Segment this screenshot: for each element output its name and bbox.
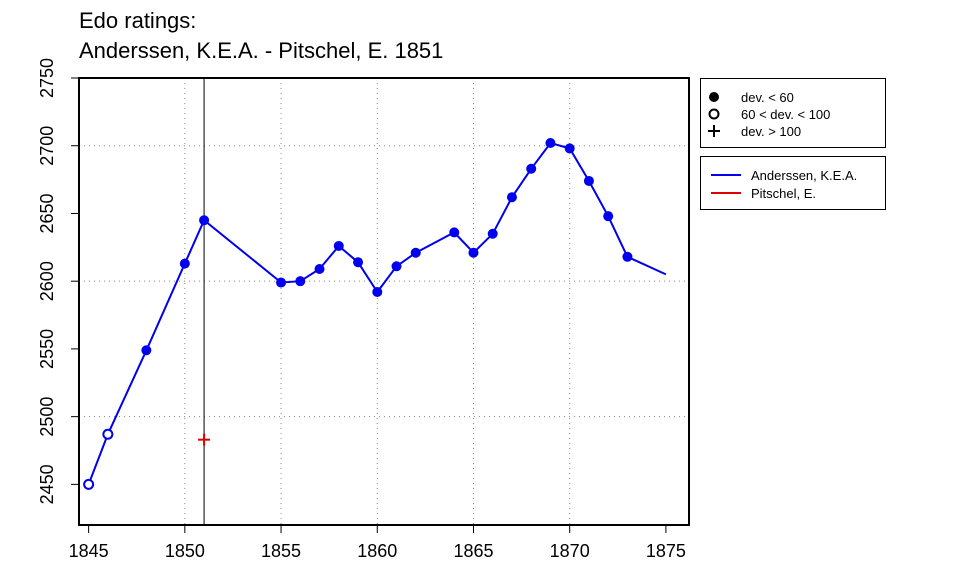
data-point-filled bbox=[141, 345, 152, 356]
data-point-filled bbox=[179, 258, 190, 269]
data-point-plus bbox=[198, 433, 211, 446]
data-point-filled bbox=[468, 247, 479, 258]
data-point-filled bbox=[449, 227, 460, 238]
y-tick-label: 2650 bbox=[37, 193, 57, 233]
legend-row-open: 60 < dev. < 100 bbox=[701, 106, 830, 122]
data-point-filled bbox=[564, 143, 575, 154]
data-point-filled bbox=[603, 211, 614, 222]
chart-title-line-1: Edo ratings: bbox=[79, 8, 197, 33]
x-tick-label: 1860 bbox=[357, 541, 397, 561]
series-line-1 bbox=[87, 141, 667, 485]
data-point-filled bbox=[199, 215, 210, 226]
legend-row-filled: dev. < 60 bbox=[701, 89, 794, 105]
legend-line-player-1 bbox=[711, 174, 741, 176]
data-point-filled bbox=[506, 192, 517, 203]
legend-label-dev-high: dev. > 100 bbox=[741, 123, 802, 139]
data-point-filled bbox=[314, 263, 325, 274]
legend-label-player-2: Pitschel, E. bbox=[751, 185, 817, 201]
legend-line-player-2 bbox=[711, 192, 741, 194]
open-circle-icon bbox=[701, 108, 727, 120]
y-tick-label: 2700 bbox=[37, 126, 57, 166]
y-tick-label: 2450 bbox=[37, 464, 57, 504]
plus-icon bbox=[701, 124, 727, 138]
data-point-filled bbox=[583, 175, 594, 186]
data-point-filled bbox=[372, 287, 383, 298]
x-tick-label: 1865 bbox=[453, 541, 493, 561]
y-tick-label: 2750 bbox=[37, 58, 57, 98]
data-point-filled bbox=[622, 251, 633, 262]
data-point-filled bbox=[410, 247, 421, 258]
data-point-filled bbox=[333, 240, 344, 251]
data-point-open bbox=[83, 478, 95, 490]
filled-circle-icon bbox=[701, 91, 727, 103]
data-point-filled bbox=[276, 277, 287, 288]
data-point-filled bbox=[526, 163, 537, 174]
data-point-filled bbox=[353, 257, 364, 268]
x-tick-label: 1875 bbox=[646, 541, 686, 561]
y-tick-label: 2550 bbox=[37, 329, 57, 369]
x-tick-label: 1870 bbox=[550, 541, 590, 561]
legend-label-player-1: Anderssen, K.E.A. bbox=[751, 167, 858, 183]
legend-label-dev-mid: 60 < dev. < 100 bbox=[741, 106, 831, 122]
legend-row-player-2: Pitschel, E. bbox=[701, 185, 816, 201]
data-point-open bbox=[102, 428, 114, 440]
data-point-filled bbox=[545, 138, 556, 149]
player-legend: Anderssen, K.E.A. Pitschel, E. bbox=[700, 156, 886, 210]
legend-label-dev-low: dev. < 60 bbox=[741, 89, 794, 105]
y-tick-label: 2500 bbox=[37, 397, 57, 437]
deviation-legend: dev. < 60 60 < dev. < 100 dev. > 100 bbox=[700, 78, 886, 148]
x-tick-label: 1855 bbox=[261, 541, 301, 561]
plot-frame bbox=[78, 77, 690, 526]
data-point-filled bbox=[391, 261, 402, 272]
data-point-filled bbox=[487, 228, 498, 239]
legend-row-plus: dev. > 100 bbox=[701, 123, 801, 139]
chart-title-line-2: Anderssen, K.E.A. - Pitschel, E. 1851 bbox=[79, 38, 444, 63]
x-tick-label: 1845 bbox=[69, 541, 109, 561]
x-tick-label: 1850 bbox=[165, 541, 205, 561]
legend-row-player-1: Anderssen, K.E.A. bbox=[701, 167, 857, 183]
data-point-filled bbox=[295, 276, 306, 287]
y-tick-label: 2600 bbox=[37, 261, 57, 301]
